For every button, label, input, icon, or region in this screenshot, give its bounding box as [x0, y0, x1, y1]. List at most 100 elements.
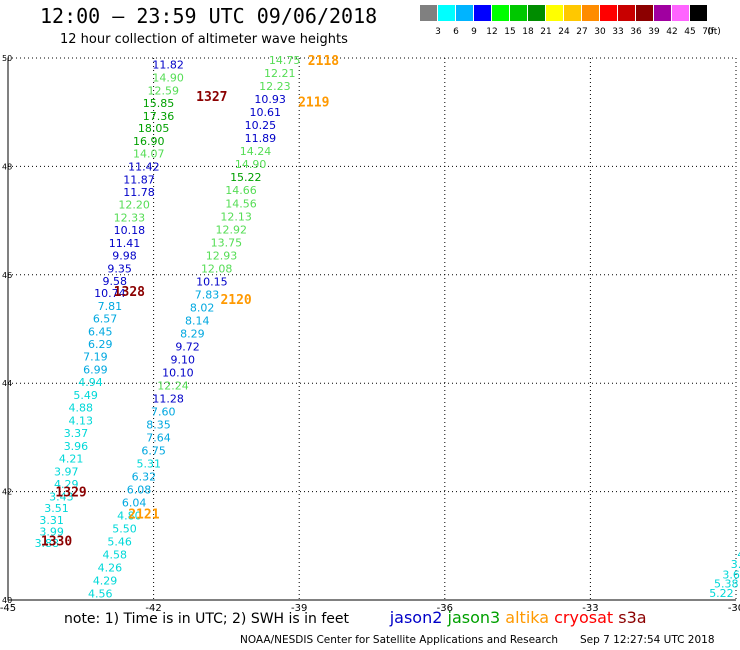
colorbar-swatch	[618, 5, 636, 21]
legend-item-s3a: s3a	[613, 608, 647, 627]
wave-height-label: 3.6	[722, 569, 740, 582]
pass-id-label: 1327	[196, 90, 227, 105]
wave-height-label: 3.51	[44, 502, 69, 515]
wave-height-label: 3.43	[49, 490, 74, 503]
wave-height-label: 9.72	[175, 340, 200, 353]
wave-height-label: 15.22	[230, 171, 262, 184]
page-subtitle: 12 hour collection of altimeter wave hei…	[60, 32, 348, 47]
colorbar-label: 33	[612, 27, 624, 37]
wave-height-label: 6.57	[93, 313, 118, 326]
colorbar-swatch	[528, 5, 546, 21]
y-tick-label: 50	[2, 54, 12, 63]
y-tick-label: 44	[2, 379, 12, 388]
wave-height-label: 7.19	[83, 351, 108, 364]
colorbar-swatch	[690, 5, 708, 21]
wave-height-label: 12.08	[201, 262, 233, 275]
y-tick-label: 46	[2, 271, 12, 280]
wave-height-label: 3.	[731, 558, 740, 571]
wave-height-label: 8.29	[180, 327, 205, 340]
wave-height-label: 18.05	[138, 122, 170, 135]
colorbar-swatch	[672, 5, 690, 21]
wave-height-label: 14.24	[240, 145, 272, 158]
colorbar-swatch	[474, 5, 492, 21]
pass-id-label: 1328	[114, 285, 145, 300]
y-tick-label: 48	[2, 162, 12, 171]
colorbar-label: 12	[486, 27, 498, 37]
colorbar-label: 3	[435, 27, 441, 37]
colorbar-swatch	[564, 5, 582, 21]
colorbar-label: 70	[702, 27, 714, 37]
wave-height-label: 5.46	[107, 535, 132, 548]
wave-height-label: 13.75	[211, 236, 243, 249]
colorbar-unit-label: (ft)	[707, 27, 721, 37]
legend-item-jason2: jason2	[349, 608, 443, 627]
wave-height-label: 4.29	[93, 574, 118, 587]
footer-note-row: note: 1) Time is in UTC; 2) SWH is in fe…	[64, 608, 647, 627]
wave-height-label: 4.88	[69, 402, 94, 415]
wave-height-label: 14.90	[152, 72, 184, 85]
colorbar-swatch	[420, 5, 438, 21]
wave-height-label: 5.38	[714, 578, 739, 591]
wave-height-label: 9.10	[170, 353, 195, 366]
wave-height-label: 10.15	[196, 275, 228, 288]
wave-height-label: 10.93	[254, 93, 286, 106]
pass-id-label: 2118	[308, 54, 339, 69]
wave-height-label: 11.41	[109, 237, 141, 250]
colorbar-swatch	[438, 5, 456, 21]
wave-height-label: 11.89	[245, 132, 277, 145]
wave-height-label: 3.97	[54, 466, 79, 479]
colorbar-swatch	[546, 5, 564, 21]
pass-id-label: 1329	[55, 486, 86, 501]
colorbar-swatch	[456, 5, 474, 21]
wave-height-label: 6.45	[88, 326, 113, 339]
colorbar-swatch	[582, 5, 600, 21]
page-title: 12:00 – 23:59 UTC 09/06/2018	[40, 4, 378, 28]
wave-height-label: 6.99	[83, 364, 108, 377]
wave-height-label: 14.75	[269, 54, 301, 67]
wave-height-label: 7.81	[98, 300, 123, 313]
wave-height-label: 7.60	[151, 405, 176, 418]
wave-height-label: 12.93	[206, 249, 238, 262]
wave-height-label: 17.36	[143, 110, 175, 123]
wave-height-label: 10.18	[114, 224, 146, 237]
wave-height-label: 4.29	[54, 478, 79, 491]
wave-height-label: 5.31	[136, 457, 161, 470]
legend-item-cryosat: cryosat	[549, 608, 614, 627]
x-tick-label: -30	[728, 603, 740, 614]
pass-id-label: 2120	[220, 293, 251, 308]
wave-height-label: 10.74	[94, 287, 126, 300]
colorbar-label: 27	[576, 27, 588, 37]
y-tick-label: 42	[2, 488, 12, 497]
colorbar-label: 15	[504, 27, 516, 37]
generated-timestamp: Sep 7 12:27:54 UTC 2018	[580, 634, 715, 646]
wave-height-label: 10.61	[249, 106, 281, 119]
wave-height-label: 5.22	[709, 587, 734, 600]
wave-height-label: 3.96	[64, 440, 89, 453]
colorbar-label: 39	[648, 27, 660, 37]
wave-height-label: 6.75	[141, 444, 166, 457]
legend-item-jason3: jason3	[442, 608, 501, 627]
wave-height-label: 3.99	[39, 526, 64, 539]
wave-height-label: 8.02	[190, 301, 215, 314]
wave-height-label: 12.24	[157, 379, 189, 392]
wave-height-label: 9.35	[107, 262, 132, 275]
x-tick-label: -42	[145, 603, 161, 614]
wave-height-label: 4.58	[103, 548, 128, 561]
wave-height-label: 6.29	[88, 338, 113, 351]
colorbar-label: 30	[594, 27, 606, 37]
wave-height-label: 5.49	[73, 389, 98, 402]
wave-height-label: 3.88	[35, 537, 60, 550]
wave-height-label: 14.56	[225, 197, 257, 210]
wave-height-label: 11.78	[123, 186, 155, 199]
x-tick-label: -39	[291, 603, 307, 614]
wave-height-label: 11.87	[123, 173, 155, 186]
wave-height-label: 11.28	[152, 392, 184, 405]
wave-height-label: 10.25	[245, 119, 277, 132]
wave-height-label: 4.56	[88, 587, 113, 600]
wave-height-label: 10.10	[162, 366, 194, 379]
wave-height-label: 3.31	[39, 514, 64, 527]
wave-height-label: 9.58	[103, 275, 128, 288]
colorbar-label: 36	[630, 27, 642, 37]
colorbar-label: 45	[684, 27, 696, 37]
